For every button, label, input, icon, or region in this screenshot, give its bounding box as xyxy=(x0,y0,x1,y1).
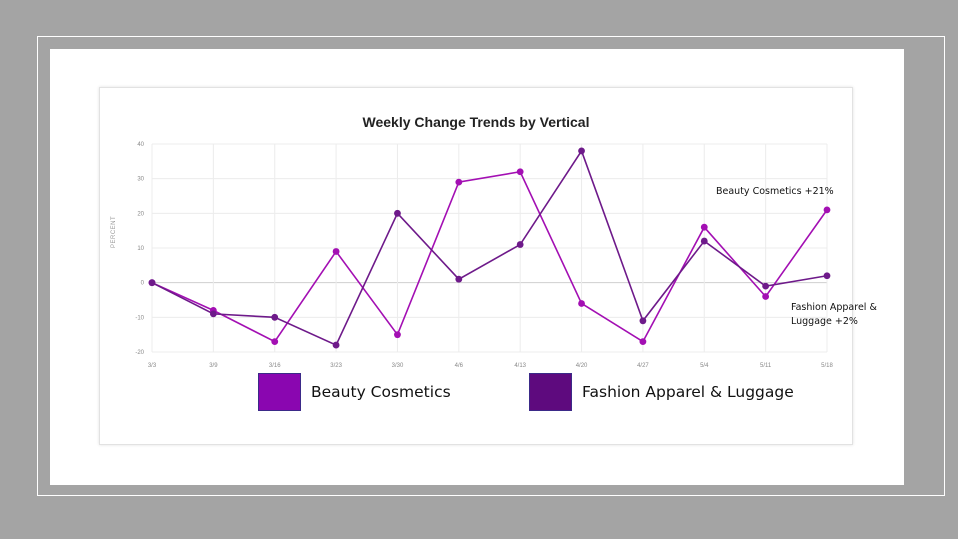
x-tick-label: 5/18 xyxy=(821,363,833,369)
series-line-0 xyxy=(151,170,828,343)
x-tick-label: 3/30 xyxy=(392,363,404,369)
legend-label-fashion: Fashion Apparel & Luggage xyxy=(582,383,794,401)
x-tick-label: 4/13 xyxy=(514,363,526,369)
data-point-series-1 xyxy=(455,275,463,283)
data-point-series-0 xyxy=(271,338,279,345)
data-point-series-0 xyxy=(700,223,708,231)
legend-item-fashion-apparel: Fashion Apparel & Luggage xyxy=(529,373,794,411)
y-tick-label: 0 xyxy=(141,281,145,287)
data-point-series-0 xyxy=(639,338,647,345)
legend-swatch-fashion xyxy=(529,373,572,411)
y-tick-label: 10 xyxy=(137,246,144,252)
data-point-series-1 xyxy=(209,310,217,318)
series-line-1 xyxy=(151,149,828,347)
chart-title: Weekly Change Trends by Vertical xyxy=(362,114,590,130)
x-tick-label: 4/6 xyxy=(455,363,464,369)
legend-item-beauty-cosmetics: Beauty Cosmetics xyxy=(258,373,451,411)
legend-label-beauty: Beauty Cosmetics xyxy=(311,383,451,401)
x-tick-label: 3/23 xyxy=(330,363,342,369)
x-tick-label: 4/27 xyxy=(637,363,649,369)
y-tick-label: 20 xyxy=(137,211,144,217)
data-point-series-1 xyxy=(762,282,770,290)
y-tick-label: 40 xyxy=(137,142,144,148)
x-tick-label: 3/3 xyxy=(148,363,157,369)
annotation-fashion-line1: Fashion Apparel & xyxy=(791,302,877,313)
data-point-series-1 xyxy=(823,272,831,280)
data-point-series-0 xyxy=(332,248,340,255)
data-point-series-1 xyxy=(394,209,401,217)
y-tick-label: -20 xyxy=(135,350,144,356)
legend-swatch-beauty xyxy=(258,373,301,411)
data-point-series-0 xyxy=(394,331,401,339)
x-tick-label: 5/4 xyxy=(700,363,709,369)
x-tick-label: 3/9 xyxy=(209,363,218,369)
y-tick-label: -10 xyxy=(135,315,144,321)
outer-frame xyxy=(37,36,945,496)
data-point-series-1 xyxy=(148,279,156,287)
data-point-series-0 xyxy=(516,168,524,176)
x-tick-label: 4/20 xyxy=(576,363,588,369)
chart-card xyxy=(99,87,853,445)
data-point-series-1 xyxy=(516,241,524,248)
annotation-beauty: Beauty Cosmetics +21% xyxy=(716,186,834,197)
data-point-series-0 xyxy=(455,178,463,186)
data-point-series-0 xyxy=(762,293,770,300)
y-tick-label: 30 xyxy=(137,177,144,183)
data-point-series-1 xyxy=(700,237,708,245)
annotation-fashion: Fashion Apparel & Luggage +2% xyxy=(791,301,877,329)
x-tick-label: 5/11 xyxy=(760,363,772,369)
data-point-series-1 xyxy=(332,341,340,349)
data-point-series-0 xyxy=(578,300,585,307)
annotation-fashion-line2: Luggage +2% xyxy=(791,316,858,327)
data-point-series-1 xyxy=(578,147,585,155)
x-tick-label: 3/16 xyxy=(269,363,281,369)
data-point-series-1 xyxy=(271,313,279,321)
data-point-series-0 xyxy=(823,206,831,214)
data-point-series-1 xyxy=(639,317,647,325)
